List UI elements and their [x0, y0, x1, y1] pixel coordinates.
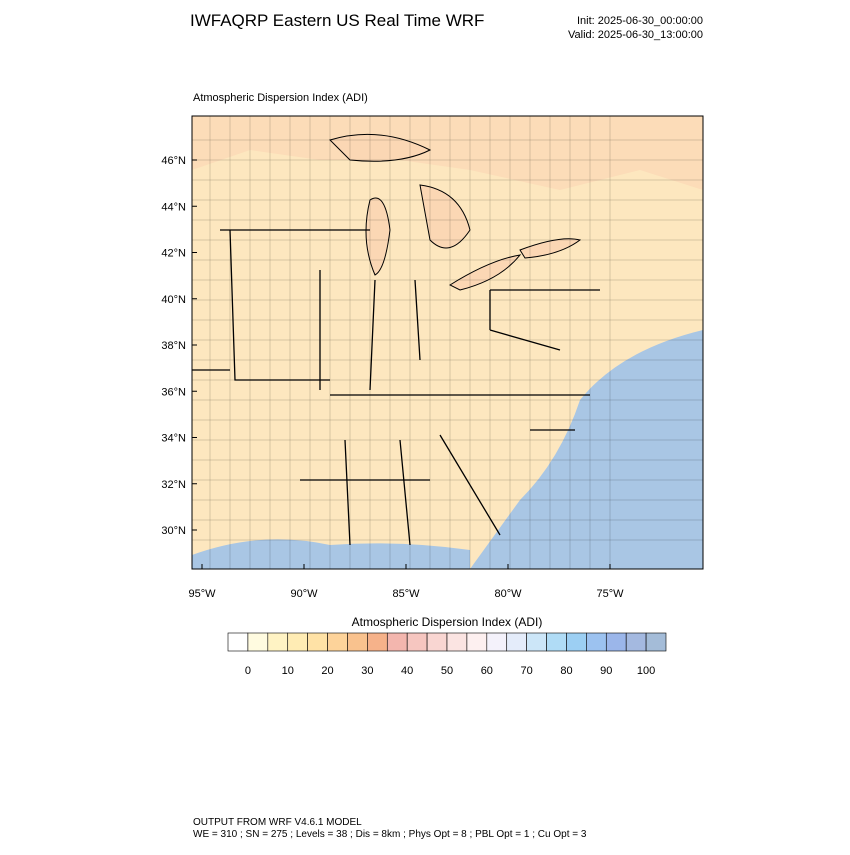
lat-label: 34°N — [161, 433, 186, 445]
colorbar-label: 80 — [560, 665, 572, 677]
colorbar-box — [227, 632, 249, 652]
lat-label: 46°N — [161, 155, 186, 167]
colorbar-box — [247, 632, 269, 652]
lat-label: 40°N — [161, 294, 186, 306]
valid-time: Valid: 2025-06-30_13:00:00 — [568, 29, 703, 41]
colorbar-box — [625, 632, 647, 652]
colorbar-box — [586, 632, 607, 652]
colorbar-box — [367, 632, 388, 652]
colorbar-box — [347, 632, 368, 652]
footer-line: WE = 310 ; SN = 275 ; Levels = 38 ; Dis … — [193, 829, 587, 840]
lon-label: 95°W — [188, 588, 216, 600]
title: IWFAQRP Eastern US Real Time WRF — [190, 11, 484, 30]
colorbar-box — [426, 632, 448, 652]
colorbar-box — [605, 632, 627, 652]
colorbar-box — [386, 632, 408, 652]
colorbar-box — [526, 632, 547, 652]
colorbar: 0 10 20 30 40 50 60 70 80 90 100 — [227, 632, 667, 677]
lat-label: 36°N — [161, 386, 186, 398]
colorbar-box — [327, 632, 348, 652]
lat-label: 38°N — [161, 340, 186, 352]
colorbar-box — [546, 632, 567, 652]
colorbar-title: Atmospheric Dispersion Index (ADI) — [352, 615, 543, 629]
colorbar-box — [486, 632, 508, 652]
colorbar-box — [446, 632, 468, 652]
map-subtitle: Atmospheric Dispersion Index (ADI) — [193, 92, 368, 104]
colorbar-label: 70 — [521, 665, 533, 677]
colorbar-label: 60 — [481, 665, 493, 677]
colorbar-box — [307, 632, 328, 652]
colorbar-label: 10 — [282, 665, 294, 677]
colorbar-label: 30 — [361, 665, 373, 677]
colorbar-box — [645, 632, 667, 652]
lon-label: 90°W — [290, 588, 318, 600]
colorbar-box — [406, 632, 428, 652]
colorbar-label: 0 — [245, 665, 251, 677]
footer-line: OUTPUT FROM WRF V4.6.1 MODEL — [193, 817, 362, 828]
colorbar-label: 100 — [637, 665, 655, 677]
init-time: Init: 2025-06-30_00:00:00 — [577, 15, 703, 27]
colorbar-box — [566, 632, 587, 652]
colorbar-label: 40 — [401, 665, 413, 677]
lon-label: 75°W — [596, 588, 624, 600]
map: 46°N 44°N 42°N 40°N 38°N 36°N 34°N 32°N 30°N 95°W… — [161, 115, 704, 600]
lat-label: 44°N — [161, 201, 186, 213]
lon-label: 80°W — [494, 588, 522, 600]
colorbar-label: 90 — [600, 665, 612, 677]
colorbar-box — [287, 632, 308, 652]
lon-label: 85°W — [392, 588, 420, 600]
colorbar-label: 50 — [441, 665, 453, 677]
lat-label: 32°N — [161, 479, 186, 491]
lat-label: 30°N — [161, 525, 186, 537]
colorbar-box — [267, 632, 289, 652]
colorbar-label: 20 — [321, 665, 333, 677]
colorbar-box — [466, 632, 488, 652]
lat-label: 42°N — [161, 248, 186, 260]
colorbar-box — [506, 632, 527, 652]
